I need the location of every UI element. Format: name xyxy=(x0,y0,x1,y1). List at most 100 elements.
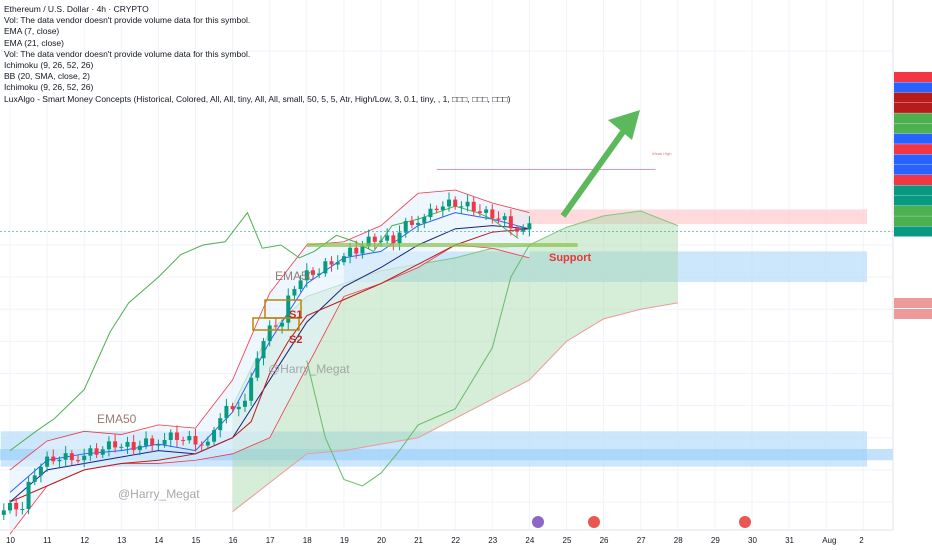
candle-body xyxy=(218,418,223,431)
price-label-bg xyxy=(894,226,932,237)
x-tick-label: 27 xyxy=(637,536,646,545)
candle-body xyxy=(57,459,62,462)
price-label-bg xyxy=(894,154,932,165)
legend-ema7[interactable]: EMA (7, close) xyxy=(4,26,60,37)
legend-vol-1[interactable]: Vol: The data vendor doesn't provide vol… xyxy=(4,15,251,26)
candle-body xyxy=(341,256,346,263)
candle-body xyxy=(113,441,118,448)
candle-body xyxy=(14,502,19,510)
candle-body xyxy=(354,247,359,254)
candle-body xyxy=(440,206,445,211)
candle-body xyxy=(69,453,74,461)
candle-body xyxy=(447,199,452,207)
candle-body xyxy=(490,209,495,219)
candle-body xyxy=(168,432,173,441)
candle-body xyxy=(1,510,6,515)
candle-body xyxy=(88,448,93,456)
x-tick-label: 30 xyxy=(748,536,757,545)
price-label-bg xyxy=(894,195,932,206)
us-flag-event-icon xyxy=(588,516,600,528)
x-tick-label: 19 xyxy=(340,536,349,545)
candle-body xyxy=(335,262,340,265)
price-label-bg xyxy=(894,175,932,185)
candle-body xyxy=(26,481,31,510)
candle-body xyxy=(459,206,464,208)
x-tick-label: 10 xyxy=(6,536,15,545)
cloud-span-b xyxy=(232,302,678,513)
candle-body xyxy=(261,341,266,359)
x-tick-label: 13 xyxy=(117,536,126,545)
price-label-bg xyxy=(894,144,932,155)
candle-body xyxy=(51,456,56,462)
candle-body xyxy=(428,208,433,218)
candle-body xyxy=(496,218,501,220)
candle-body xyxy=(242,400,247,407)
candle-body xyxy=(416,222,421,225)
candle-body xyxy=(8,502,12,511)
x-tick-label: 21 xyxy=(414,536,423,545)
candle-body xyxy=(298,280,303,290)
x-tick-label: 24 xyxy=(525,536,534,545)
x-tick-label: 14 xyxy=(154,536,163,545)
legend-ichimoku-2[interactable]: Ichimoku (9, 26, 52, 26) xyxy=(4,82,94,93)
candle-body xyxy=(521,229,526,232)
x-tick-label: 20 xyxy=(377,536,386,545)
price-label-bg xyxy=(894,92,932,103)
price-label-bg xyxy=(894,123,932,134)
legend-ema21[interactable]: EMA (21, close) xyxy=(4,37,64,48)
candle-body xyxy=(348,247,353,257)
x-tick-label: Aug xyxy=(822,536,836,545)
candle-body xyxy=(323,261,328,274)
candle-body xyxy=(477,211,482,213)
legend-bb[interactable]: BB (20, SMA, close, 2) xyxy=(4,71,90,82)
x-tick-label: 22 xyxy=(451,536,460,545)
candle-body xyxy=(38,466,43,476)
price-label-bg xyxy=(894,133,932,144)
lagging-span-2 xyxy=(306,244,530,487)
candle-body xyxy=(125,441,130,447)
ema21-line xyxy=(9,225,530,503)
price-label-bg xyxy=(894,205,932,216)
candle-body xyxy=(409,221,414,225)
candle-body xyxy=(224,405,229,419)
candle-body xyxy=(267,325,272,342)
us-flag-event-icon xyxy=(739,516,751,528)
symbol-title[interactable]: Ethereum / U.S. Dollar · 4h · CRYPTO xyxy=(4,4,149,14)
candle-body xyxy=(465,201,470,207)
legend-vol-2[interactable]: Vol: The data vendor doesn't provide vol… xyxy=(4,48,251,59)
legend-ichimoku-1[interactable]: Ichimoku (9, 26, 52, 26) xyxy=(4,59,94,70)
candle-body xyxy=(156,444,161,446)
candle-body xyxy=(100,449,105,455)
x-tick-label: 29 xyxy=(711,536,720,545)
price-label-bg xyxy=(894,113,932,124)
x-tick-label: 26 xyxy=(600,536,609,545)
candle-body xyxy=(508,216,513,229)
x-tick-label: 2 xyxy=(859,536,864,545)
candle-body xyxy=(471,201,476,212)
kijun-line xyxy=(9,228,530,503)
ema50-label-top: EMA50 xyxy=(275,269,315,283)
candle-body xyxy=(255,358,260,378)
x-tick-label: 11 xyxy=(43,536,52,545)
s2-box xyxy=(252,317,300,331)
zone-supply xyxy=(492,209,868,224)
candle-body xyxy=(187,436,192,441)
x-tick-label: 25 xyxy=(563,536,572,545)
candle-body xyxy=(422,217,427,223)
candle-body xyxy=(63,453,68,460)
candle-body xyxy=(94,448,99,455)
lower-price-label-bg xyxy=(894,298,932,308)
candle-body xyxy=(379,240,383,242)
candle-body xyxy=(144,438,149,446)
candle-body xyxy=(106,441,111,450)
candle-body xyxy=(292,289,297,296)
candle-body xyxy=(181,439,186,441)
candle-body xyxy=(174,432,179,440)
price-label-bg xyxy=(894,102,932,113)
x-tick-label: 28 xyxy=(674,536,683,545)
legend-luxalgo[interactable]: LuxAlgo - Smart Money Concepts (Historic… xyxy=(4,93,511,104)
price-label-bg xyxy=(894,164,932,175)
candle-body xyxy=(515,228,520,232)
candle-body xyxy=(150,438,155,445)
